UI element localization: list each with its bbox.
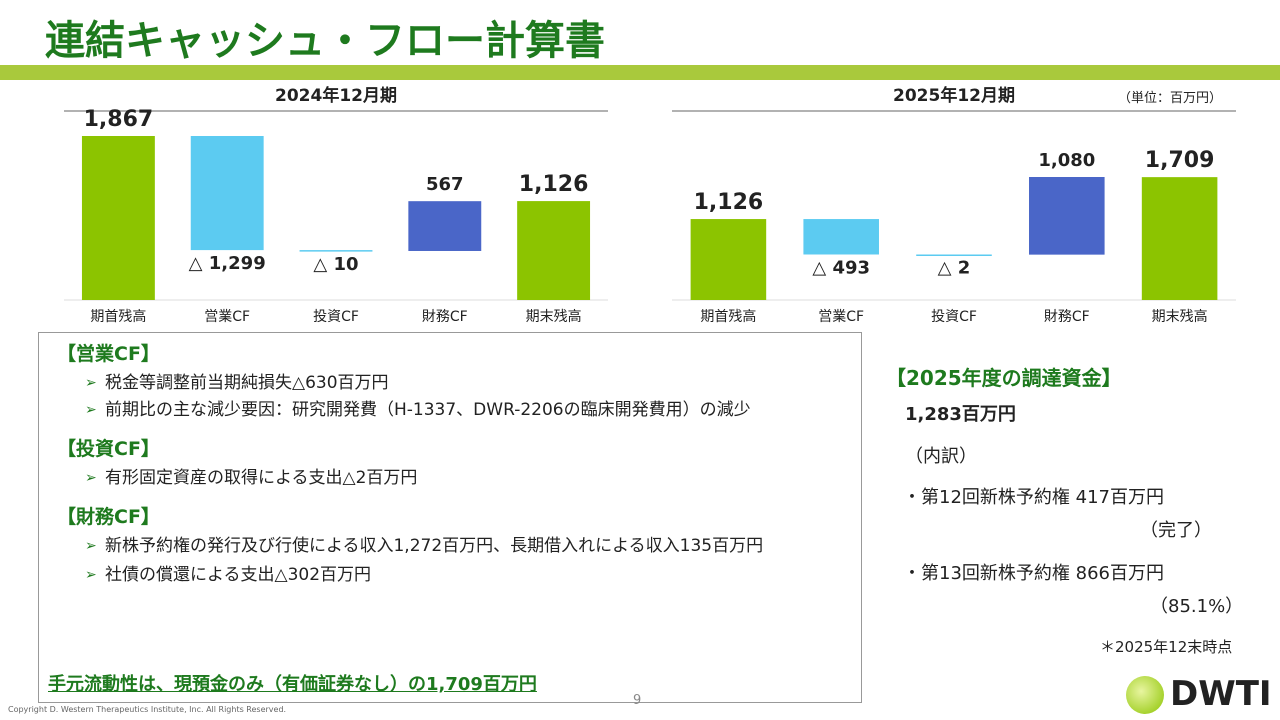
section-heading: 【投資CF】: [57, 438, 160, 460]
category-label: 投資CF: [313, 309, 359, 325]
item: 税金等調整前当期純損失△630百万円: [83, 372, 843, 395]
value-label: 1,126: [694, 190, 764, 215]
value-label: △ 493: [812, 257, 870, 278]
funding-item: ・第12回新株予約権 417百万円: [903, 487, 1164, 508]
bar: [1141, 177, 1218, 300]
section-heading: 【財務CF】: [57, 506, 160, 528]
category-label: 期首残高: [90, 308, 146, 325]
conclusion: 手元流動性は、現預金のみ（有価証券なし）の1,709百万円: [48, 674, 537, 695]
category-label: 営業CF: [204, 309, 250, 325]
value-label: 567: [426, 174, 464, 195]
bar: [408, 201, 482, 251]
funding-heading: 【2025年度の調達資金】: [886, 366, 1122, 390]
category-label: 財務CF: [422, 309, 468, 325]
bar: [803, 219, 879, 255]
item: 社債の償還による支出△302百万円: [83, 564, 823, 587]
bar: [517, 201, 591, 300]
bar: [190, 136, 264, 251]
value-label: △ 10: [313, 254, 358, 275]
bar: [81, 136, 155, 300]
category-label: 期末残高: [1152, 308, 1208, 325]
funding-note: （85.1%）: [1150, 596, 1244, 617]
category-label: 期末残高: [526, 308, 582, 325]
value-label: △ 2: [938, 258, 971, 279]
section-heading: 【営業CF】: [57, 343, 160, 365]
funding-item: ・第13回新株予約権 866百万円: [903, 563, 1164, 584]
item: 新株予約権の発行及び行使による収入1,272百万円、長期借入れによる収入135百…: [83, 535, 823, 558]
value-label: 1,709: [1145, 148, 1215, 173]
logo-mark: [1126, 676, 1164, 714]
funding-total: 1,283百万円: [905, 404, 1016, 425]
bar: [690, 219, 767, 300]
value-label: 1,867: [84, 107, 154, 132]
category-label: 営業CF: [818, 309, 864, 325]
chart-title: 2024年12月期: [275, 85, 397, 106]
bar: [916, 254, 992, 256]
band: [0, 65, 1280, 80]
value-label: △ 1,299: [189, 253, 266, 274]
slide-title: 連結キャッシュ・フロー計算書: [45, 18, 605, 64]
copyright: Copyright D. Western Therapeutics Instit…: [8, 705, 287, 714]
bar: [299, 250, 373, 252]
funding-breakdown: （内訳）: [905, 446, 977, 467]
sections: 【営業CF】 税金等調整前当期純損失△630百万円 前期比の主な減少要因：研究開…: [57, 339, 847, 587]
footnote: ＊2025年12末時点: [1100, 638, 1233, 656]
value-label: 1,126: [519, 172, 589, 197]
charts: 2024年12月期 1,867 期首残高 △ 1,299 営業CF △ 10 投資CF 567…: [64, 85, 1236, 325]
cf-box: 【営業CF】 税金等調整前当期純損失△630百万円 前期比の主な減少要因：研究開…: [38, 332, 862, 703]
page-number: 9: [633, 693, 642, 708]
category-label: 財務CF: [1044, 309, 1090, 325]
value-label: 1,080: [1038, 150, 1095, 171]
unit: （単位：百万円）: [1118, 91, 1223, 106]
chart-title: 2025年12月期: [893, 85, 1015, 106]
logo: DWTI: [1170, 674, 1272, 714]
item: 有形固定資産の取得による支出△2百万円: [83, 467, 843, 490]
bar: [1029, 177, 1105, 255]
category-label: 期首残高: [700, 308, 756, 325]
category-label: 投資CF: [931, 309, 977, 325]
item: 前期比の主な減少要因：研究開発費（H-1337、DWR-2206の臨床開発費用）…: [83, 399, 843, 422]
funding-note: （完了）: [1140, 520, 1212, 541]
